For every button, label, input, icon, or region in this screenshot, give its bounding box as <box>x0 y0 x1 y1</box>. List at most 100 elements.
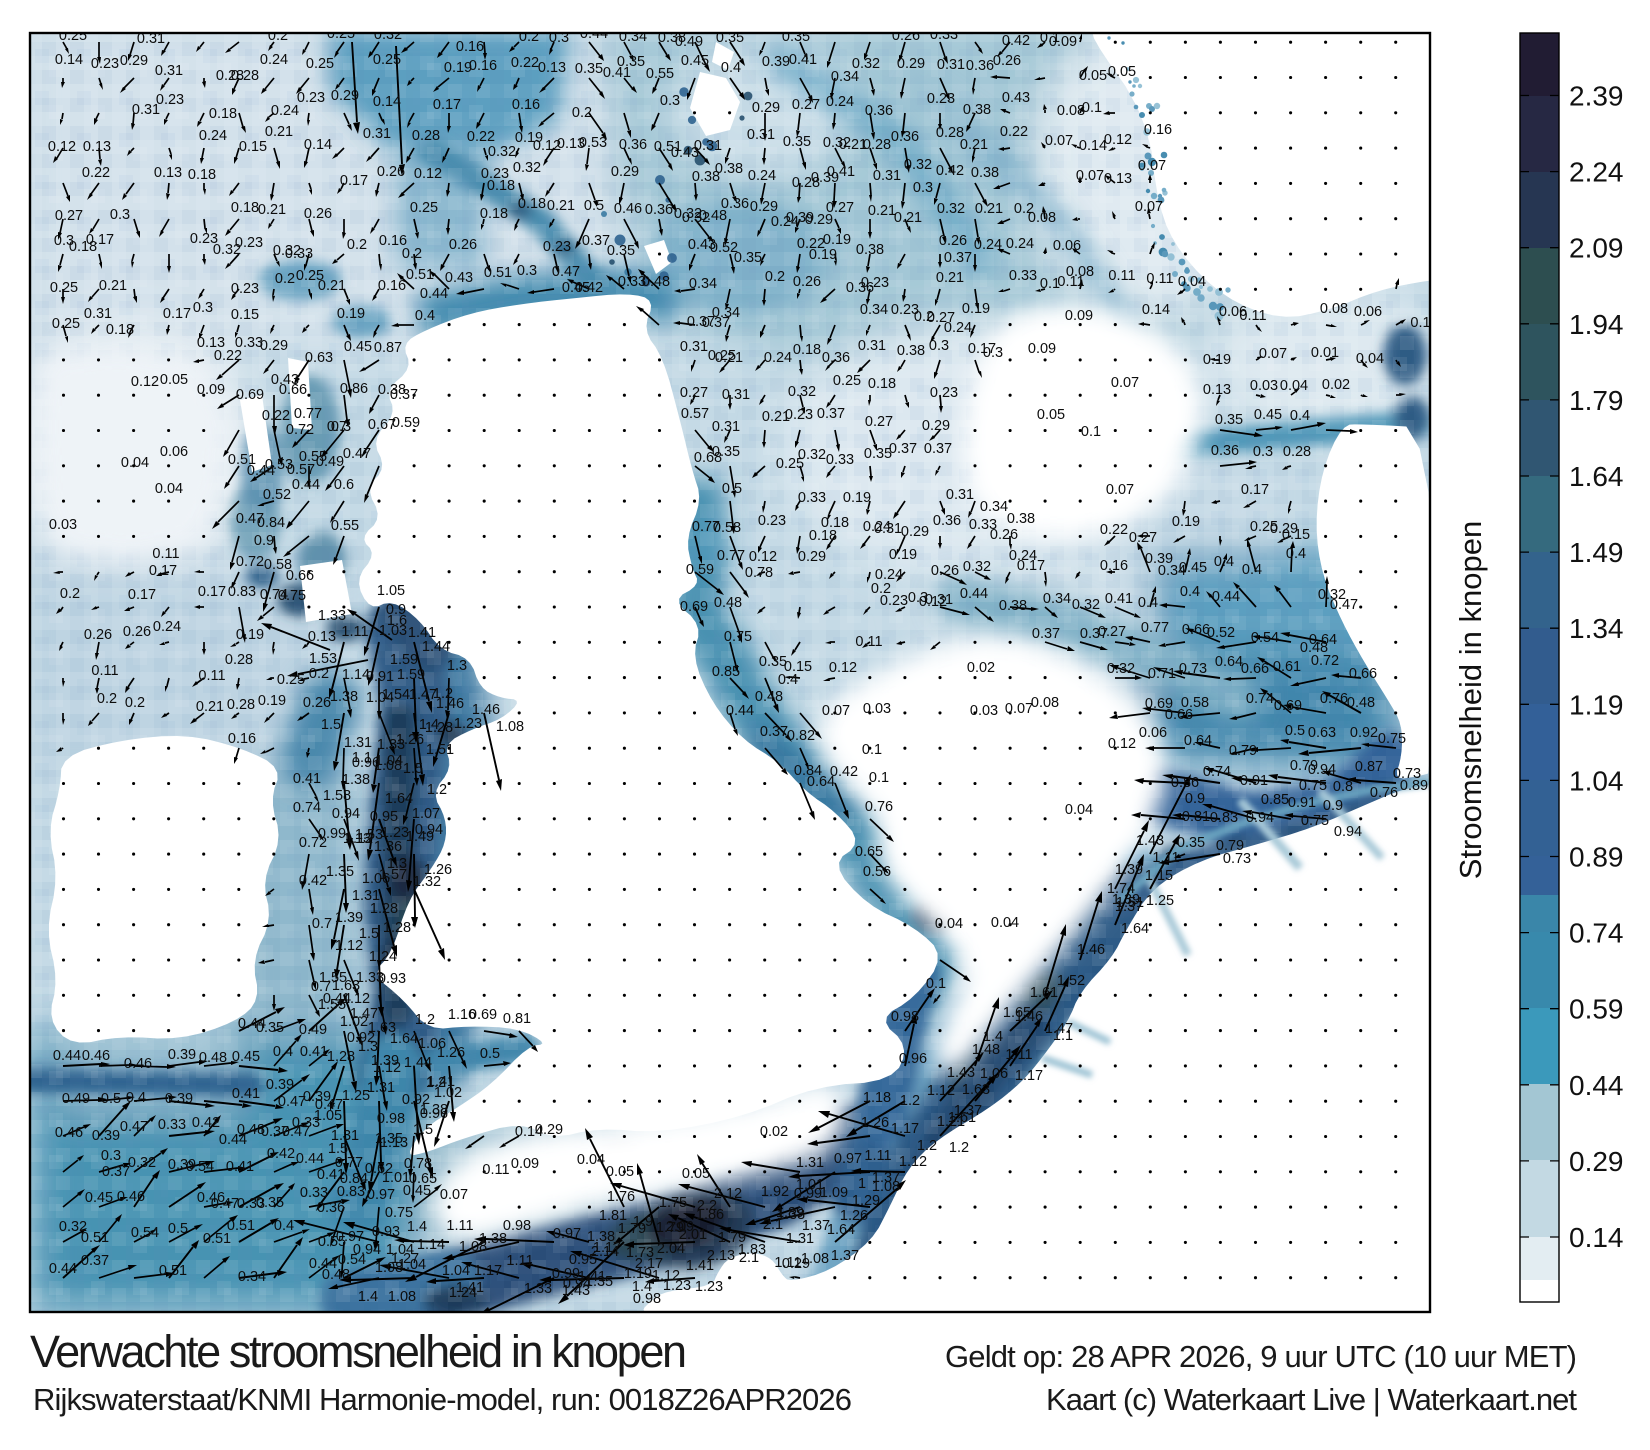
svg-text:0.3: 0.3 <box>110 207 130 223</box>
svg-text:0.13: 0.13 <box>538 60 566 76</box>
svg-text:1.08: 1.08 <box>375 1260 403 1276</box>
svg-text:0.24: 0.24 <box>1009 548 1037 564</box>
svg-text:0.06: 0.06 <box>1219 304 1247 320</box>
svg-text:0.24: 0.24 <box>291 22 319 38</box>
svg-text:0.4: 0.4 <box>274 1218 294 1234</box>
svg-text:1.35: 1.35 <box>326 864 354 880</box>
svg-text:1: 1 <box>858 1176 866 1192</box>
svg-text:0.51: 0.51 <box>406 267 434 283</box>
svg-text:0.99: 0.99 <box>318 826 346 842</box>
svg-text:0.24: 0.24 <box>1006 236 1034 252</box>
svg-text:0.18: 0.18 <box>231 200 259 216</box>
svg-text:1.31: 1.31 <box>331 1128 359 1144</box>
svg-text:0.77: 0.77 <box>692 519 720 535</box>
svg-text:0.22: 0.22 <box>214 348 242 364</box>
svg-text:0.19: 0.19 <box>1203 352 1231 368</box>
svg-text:1.19: 1.19 <box>624 1266 652 1282</box>
svg-text:1.33: 1.33 <box>318 608 346 624</box>
svg-text:0.3: 0.3 <box>908 590 928 606</box>
svg-text:1.12: 1.12 <box>345 831 373 847</box>
svg-text:0.75: 0.75 <box>1378 731 1406 747</box>
svg-text:1.5: 1.5 <box>413 1122 433 1138</box>
svg-text:0.22: 0.22 <box>262 408 290 424</box>
svg-text:0.68: 0.68 <box>694 450 722 466</box>
svg-text:0.18: 0.18 <box>188 167 216 183</box>
svg-text:0.48: 0.48 <box>1300 640 1328 656</box>
svg-text:0.28: 0.28 <box>863 137 891 153</box>
svg-text:1.21: 1.21 <box>937 1114 965 1130</box>
svg-text:0.13: 0.13 <box>1203 382 1231 398</box>
svg-text:0.27: 0.27 <box>680 385 708 401</box>
svg-text:0.43: 0.43 <box>688 237 716 253</box>
svg-text:0.46: 0.46 <box>117 1189 145 1205</box>
svg-text:0.99: 0.99 <box>552 1266 580 1282</box>
svg-text:1.76: 1.76 <box>607 1189 635 1205</box>
svg-text:1.38: 1.38 <box>342 772 370 788</box>
svg-text:0.48: 0.48 <box>714 595 742 611</box>
svg-text:0.35: 0.35 <box>1215 412 1243 428</box>
svg-text:1.49: 1.49 <box>1569 537 1624 568</box>
svg-text:0.11: 0.11 <box>152 546 179 562</box>
svg-text:0.36: 0.36 <box>822 350 850 366</box>
svg-text:0.45: 0.45 <box>344 339 372 355</box>
svg-text:0.14: 0.14 <box>1569 1222 1624 1253</box>
svg-text:1.23: 1.23 <box>454 716 482 732</box>
svg-text:0.21: 0.21 <box>258 202 286 218</box>
svg-text:0.3: 0.3 <box>54 233 74 249</box>
svg-text:1.3: 1.3 <box>358 1039 378 1055</box>
svg-text:0.14: 0.14 <box>373 94 401 110</box>
svg-text:0.24: 0.24 <box>260 52 288 68</box>
svg-text:0.39: 0.39 <box>303 1089 331 1105</box>
svg-text:1.2: 1.2 <box>415 1012 435 1028</box>
svg-text:0.27: 0.27 <box>927 310 955 326</box>
svg-text:0.33: 0.33 <box>1009 268 1037 284</box>
svg-text:1.47: 1.47 <box>350 1006 378 1022</box>
svg-text:0.5: 0.5 <box>722 481 742 497</box>
svg-text:1.41: 1.41 <box>578 1269 606 1285</box>
svg-text:0.51: 0.51 <box>159 1263 187 1279</box>
svg-text:0.36: 0.36 <box>891 129 919 145</box>
svg-text:0.32: 0.32 <box>798 447 826 463</box>
svg-text:0.37: 0.37 <box>102 1164 130 1180</box>
svg-text:0.4: 0.4 <box>1290 408 1310 424</box>
svg-text:0.34: 0.34 <box>860 302 888 318</box>
svg-text:0.48: 0.48 <box>237 1122 265 1138</box>
svg-text:0.05: 0.05 <box>606 1164 634 1180</box>
svg-text:0.5: 0.5 <box>1285 723 1305 739</box>
svg-text:0.86: 0.86 <box>1171 775 1199 791</box>
svg-text:0.91: 0.91 <box>1288 795 1316 811</box>
svg-text:2.39: 2.39 <box>1569 81 1624 112</box>
svg-text:0.48: 0.48 <box>322 1267 350 1283</box>
svg-text:0.4: 0.4 <box>778 672 798 688</box>
svg-text:0.31: 0.31 <box>925 592 953 608</box>
svg-text:0.05: 0.05 <box>1108 64 1136 80</box>
svg-text:0.25: 0.25 <box>50 280 78 296</box>
svg-text:0.22: 0.22 <box>82 165 110 181</box>
svg-text:0.16: 0.16 <box>512 97 540 113</box>
svg-text:1.47: 1.47 <box>409 687 437 703</box>
svg-text:0.44: 0.44 <box>238 1016 266 1032</box>
svg-text:0.29: 0.29 <box>798 549 826 565</box>
svg-text:0.92: 0.92 <box>402 1092 430 1108</box>
svg-text:Verwachte stroomsnelheid in kn: Verwachte stroomsnelheid in knopen <box>30 1326 687 1377</box>
svg-text:0.7: 0.7 <box>311 979 331 995</box>
svg-text:0.36: 0.36 <box>933 513 961 529</box>
svg-text:0.51: 0.51 <box>228 452 256 468</box>
svg-text:0.17: 0.17 <box>163 306 191 322</box>
svg-text:0.38: 0.38 <box>897 343 925 359</box>
svg-text:0.21: 0.21 <box>762 409 790 425</box>
svg-text:0.63: 0.63 <box>305 350 333 366</box>
svg-text:0.99: 0.99 <box>794 1186 822 1202</box>
svg-text:0.09: 0.09 <box>197 382 225 398</box>
svg-text:0.39: 0.39 <box>811 170 839 186</box>
svg-text:0.2: 0.2 <box>871 581 891 597</box>
svg-text:1.11: 1.11 <box>506 1253 533 1269</box>
svg-text:0.39: 0.39 <box>1145 551 1173 567</box>
svg-text:0.41: 0.41 <box>226 1159 254 1175</box>
svg-text:1.59: 1.59 <box>390 652 418 668</box>
svg-text:0.11: 0.11 <box>1146 271 1173 287</box>
svg-text:0.75: 0.75 <box>1299 778 1327 794</box>
svg-text:0.47: 0.47 <box>120 1119 148 1135</box>
svg-text:0.82: 0.82 <box>787 728 815 744</box>
svg-text:Kaart (c) Waterkaart Live | Wa: Kaart (c) Waterkaart Live | Waterkaart.n… <box>1046 1382 1577 1417</box>
